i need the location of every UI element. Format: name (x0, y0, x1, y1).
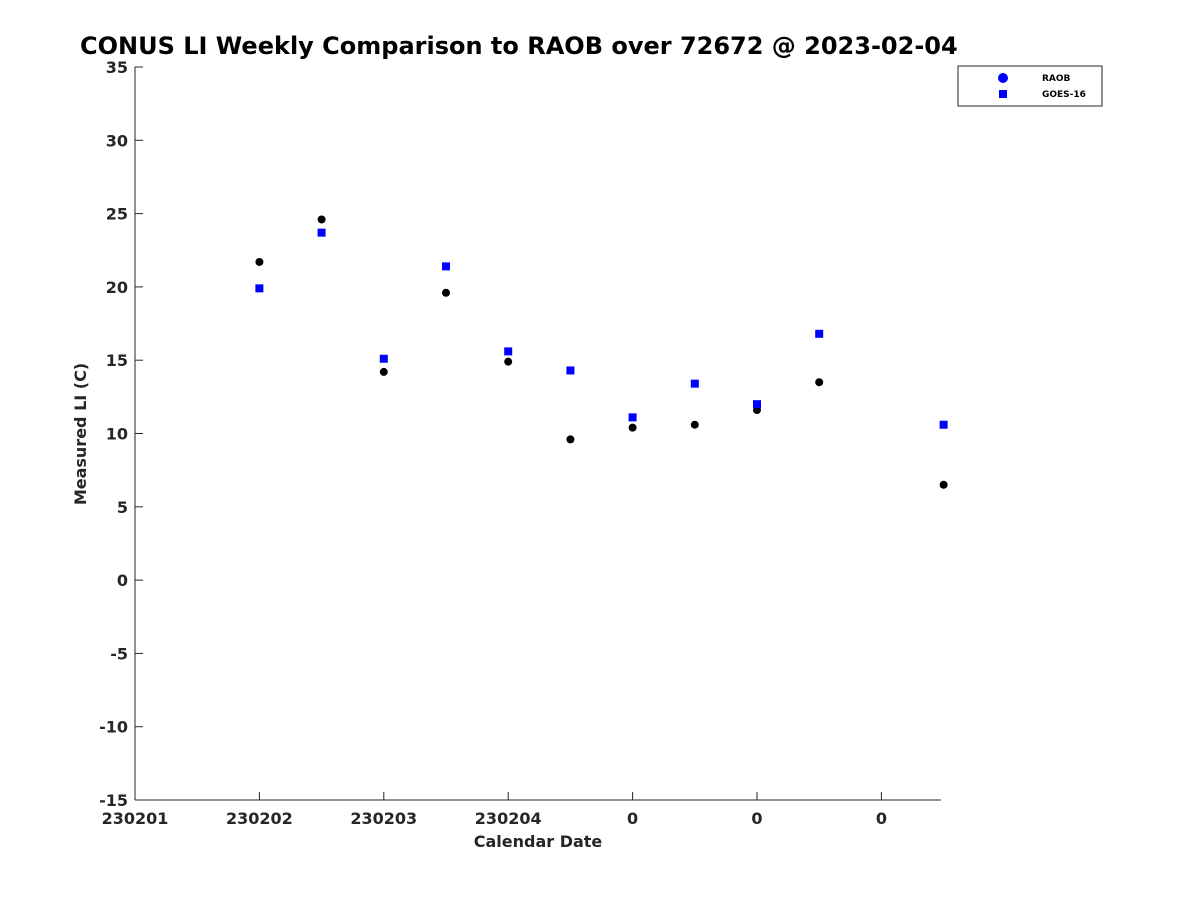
x-tick-label: 0 (751, 809, 762, 828)
goes-16-point (566, 366, 575, 375)
x-tick-label: 230203 (350, 809, 417, 828)
x-axis-ticks: 230201 230202 230203 230204 0 0 0 (102, 792, 887, 828)
y-tick-label: -15 (99, 791, 128, 810)
goes-16-point (690, 379, 699, 388)
x-axis-label: Calendar Date (474, 832, 603, 851)
raob-point (255, 257, 264, 266)
y-tick-label: -10 (99, 718, 128, 737)
raob-point (939, 480, 948, 489)
goes-16-point (255, 284, 264, 293)
y-axis-ticks: -15 -10 -5 0 5 10 15 20 25 30 35 (99, 58, 143, 810)
y-tick-label: 20 (106, 278, 128, 297)
legend-label-goes-16: GOES-16 (1042, 90, 1086, 100)
raob-point (815, 378, 824, 387)
y-tick-label: 10 (106, 425, 128, 444)
raob-point (504, 357, 513, 366)
raob-point (317, 215, 326, 224)
legend-label-raob: RAOB (1042, 74, 1071, 84)
legend-box (957, 65, 1103, 107)
y-tick-label: 5 (117, 498, 128, 517)
goes-16-point (317, 228, 326, 237)
x-tick-label: 230202 (226, 809, 293, 828)
goes-16-point (628, 413, 637, 422)
goes-16-point (753, 400, 761, 409)
goes-16-point (815, 329, 824, 338)
y-tick-label: 0 (117, 571, 128, 590)
y-axis-label: Measured LI (C) (71, 363, 90, 505)
goes-16-point (939, 420, 948, 429)
goes-16-point (379, 354, 388, 363)
raob-point (442, 288, 450, 297)
y-tick-label: 30 (106, 131, 128, 150)
y-tick-label: 25 (106, 205, 128, 224)
raob-point (379, 367, 388, 376)
data-points (255, 215, 948, 489)
x-tick-label: 230201 (102, 809, 169, 828)
legend: RAOB GOES-16 (957, 65, 1103, 107)
y-tick-label: -5 (110, 644, 128, 663)
chart-axes (134, 67, 941, 801)
legend-marker-raob (998, 73, 1008, 83)
chart-title: CONUS LI Weekly Comparison to RAOB over … (80, 32, 958, 60)
goes-16-point (442, 262, 450, 271)
x-tick-label: 0 (876, 809, 887, 828)
x-tick-label: 230204 (475, 809, 542, 828)
legend-marker-goes-16 (999, 90, 1007, 98)
raob-point (628, 423, 637, 432)
x-tick-label: 0 (627, 809, 638, 828)
raob-point (690, 420, 699, 429)
raob-point (566, 435, 575, 444)
y-tick-label: 35 (106, 58, 128, 77)
y-tick-label: 15 (106, 351, 128, 370)
goes-16-point (504, 347, 513, 356)
